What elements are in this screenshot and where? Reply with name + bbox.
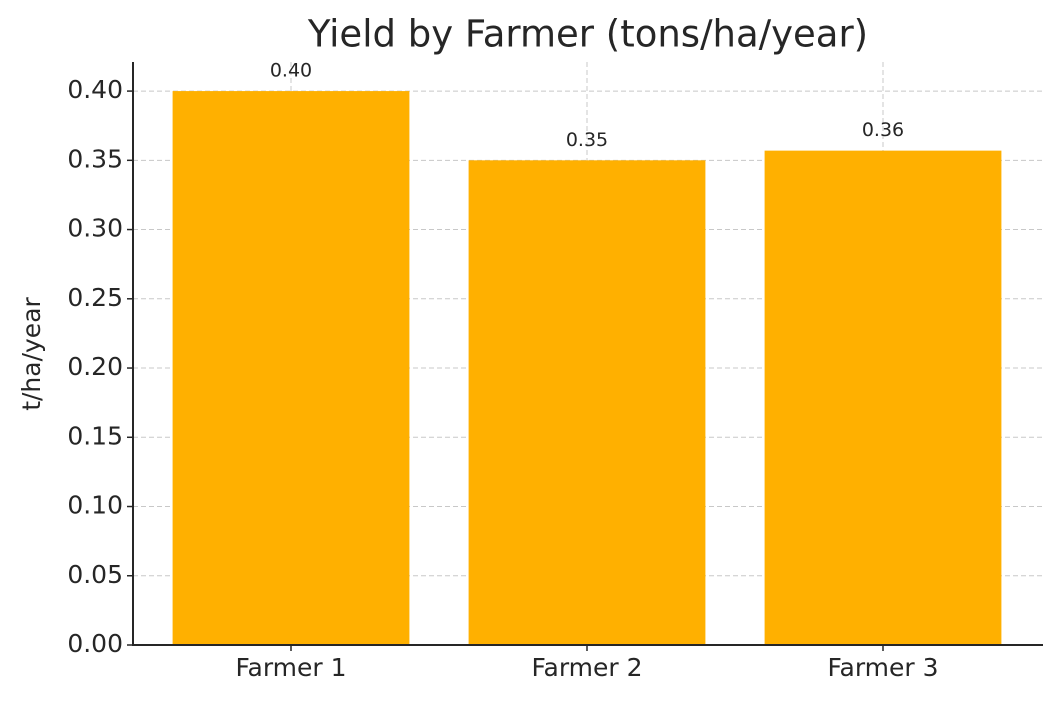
bar [468,160,706,645]
y-tick-label: 0.15 [67,421,123,450]
value-label: 0.35 [566,129,608,151]
x-tick-label: Farmer 1 [235,653,346,682]
value-label: 0.36 [862,119,904,141]
y-tick-label: 0.35 [67,144,123,173]
y-tick-label: 0.00 [67,629,123,658]
y-tick-label: 0.05 [67,560,123,589]
y-tick-label: 0.30 [67,214,123,243]
y-tick-label: 0.40 [67,75,123,104]
y-axis-label: t/ha/year [17,296,46,410]
bar [172,91,410,646]
x-tick-label: Farmer 3 [827,653,938,682]
y-tick-label: 0.25 [67,283,123,312]
y-tick-label: 0.10 [67,491,123,520]
x-tick-label: Farmer 2 [531,653,642,682]
y-tick-label: 0.20 [67,352,123,381]
value-label: 0.40 [270,60,312,82]
bar [764,150,1002,645]
chart-title: Yield by Farmer (tons/ha/year) [307,13,868,56]
